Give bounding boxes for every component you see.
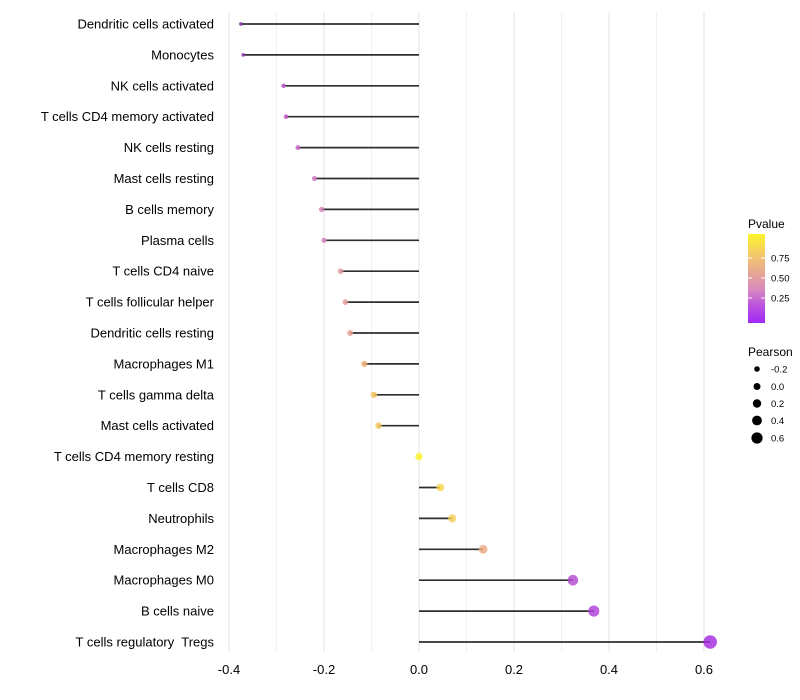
data-point (239, 22, 243, 26)
data-point (567, 574, 579, 586)
y-axis-label: T cells follicular helper (86, 295, 215, 310)
x-tick-label: 0.6 (695, 662, 713, 677)
data-point (281, 83, 286, 89)
data-point (283, 114, 289, 119)
y-axis-label: Macrophages M0 (114, 573, 214, 588)
pearson-size-key-dot (754, 366, 760, 372)
data-point (448, 514, 457, 523)
data-point (318, 206, 325, 213)
colorbar-tick-label: 0.75 (771, 254, 790, 265)
pearson-legend-title: Pearson (748, 345, 793, 359)
data-point (342, 299, 349, 306)
data-point (311, 175, 318, 182)
colorbar-tick-label: 0.50 (771, 274, 790, 285)
pvalue-colorbar (748, 234, 765, 323)
pearson-size-key-dot (752, 399, 762, 408)
colorbar-tick-label: 0.25 (771, 294, 790, 305)
y-axis-label: T cells CD8 (147, 480, 214, 495)
y-axis-label: Macrophages M1 (114, 356, 214, 371)
x-tick-label: -0.2 (313, 662, 335, 677)
y-axis-label: Dendritic cells activated (77, 17, 214, 32)
y-axis-label: T cells gamma delta (98, 387, 215, 402)
data-point (375, 422, 382, 429)
y-axis-label: NK cells activated (111, 78, 214, 93)
pvalue-legend-title: Pvalue (748, 217, 785, 231)
data-point (347, 330, 354, 336)
data-point (295, 145, 301, 151)
x-tick-label: 0.2 (505, 662, 523, 677)
pearson-size-key-label: 0.4 (771, 416, 784, 427)
x-tick-label: 0.4 (600, 662, 618, 677)
data-point (337, 268, 344, 275)
y-axis-label: Neutrophils (148, 511, 214, 526)
y-axis-label: B cells naive (141, 604, 214, 619)
y-axis-label: T cells regulatory Tregs (76, 635, 215, 650)
data-point (478, 544, 488, 554)
y-axis-label: B cells memory (125, 202, 214, 217)
pearson-size-key-dot (751, 432, 763, 444)
y-axis-label: Mast cells resting (114, 171, 214, 186)
y-axis-label: Mast cells activated (101, 418, 214, 433)
y-axis-label: Plasma cells (141, 233, 214, 248)
y-axis-label: Dendritic cells resting (90, 326, 214, 341)
y-axis-label: T cells CD4 naive (112, 264, 214, 279)
y-axis-label: NK cells resting (124, 140, 214, 155)
x-tick-label: 0.0 (410, 662, 428, 677)
data-point (703, 635, 717, 649)
data-point (321, 237, 327, 243)
y-axis-label: Monocytes (151, 47, 214, 62)
pearson-size-key-label: -0.2 (771, 365, 787, 376)
y-axis-label: T cells CD4 memory resting (54, 449, 214, 464)
data-point (370, 391, 378, 399)
x-tick-label: -0.4 (218, 662, 240, 677)
data-point (415, 452, 423, 461)
data-point (436, 483, 445, 492)
pearson-size-key-dot (752, 415, 762, 426)
data-point (361, 360, 368, 368)
data-point (241, 53, 246, 57)
y-axis-label: Macrophages M2 (114, 542, 214, 557)
pearson-size-key-label: 0.0 (771, 382, 784, 393)
pearson-size-key-dot (753, 383, 761, 390)
pearson-size-key-label: 0.6 (771, 434, 784, 445)
pearson-size-key-label: 0.2 (771, 399, 784, 410)
y-axis-label: T cells CD4 memory activated (41, 109, 214, 124)
data-point (588, 605, 600, 617)
